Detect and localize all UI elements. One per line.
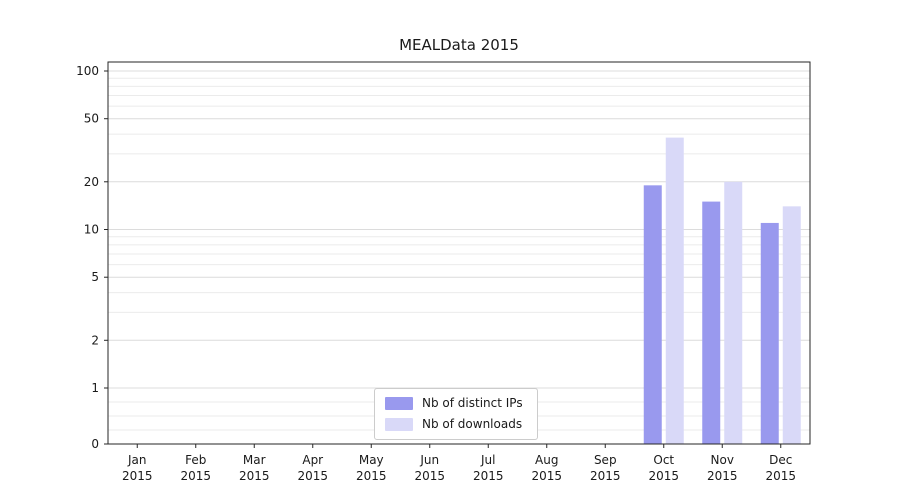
x-tick-month-label: Jan	[127, 453, 147, 467]
plot-border	[107, 61, 811, 445]
bar-distinct-ips-dec	[760, 222, 779, 444]
x-tick-year-label: 2015	[473, 469, 504, 483]
legend-label-distinct-ips: Nb of distinct IPs	[422, 396, 523, 410]
bar-downloads-oct	[665, 137, 684, 444]
y-tick-label: 0	[91, 437, 99, 451]
y-tick-label: 100	[76, 64, 99, 78]
legend-item-downloads: Nb of downloads	[385, 418, 523, 431]
legend-swatch-distinct-ips	[385, 397, 413, 410]
x-tick-year-label: 2015	[531, 469, 562, 483]
x-tick-year-label: 2015	[180, 469, 211, 483]
x-tick-month-label: Nov	[711, 453, 734, 467]
legend: Nb of distinct IPs Nb of downloads	[374, 388, 538, 440]
bar-distinct-ips-nov	[702, 201, 721, 444]
y-tick-label: 50	[84, 112, 99, 126]
legend-label-downloads: Nb of downloads	[422, 417, 523, 431]
bar-distinct-ips-oct	[643, 185, 662, 444]
x-tick-month-label: Aug	[535, 453, 558, 467]
chart-title: MEALData 2015	[399, 36, 519, 54]
x-tick-month-label: Jul	[480, 453, 495, 467]
x-tick-month-label: Dec	[769, 453, 792, 467]
x-tick-month-label: Oct	[653, 453, 674, 467]
x-tick-month-label: Mar	[243, 453, 266, 467]
x-tick-month-label: Sep	[594, 453, 617, 467]
x-tick-month-label: Jun	[419, 453, 439, 467]
y-tick-label: 2	[91, 333, 99, 347]
y-tick-label: 1	[91, 381, 99, 395]
legend-item-distinct-ips: Nb of distinct IPs	[385, 397, 523, 410]
x-tick-month-label: Apr	[302, 453, 323, 467]
x-tick-year-label: 2015	[297, 469, 328, 483]
y-tick-label: 10	[84, 223, 99, 237]
x-tick-year-label: 2015	[239, 469, 270, 483]
x-tick-month-label: Feb	[185, 453, 206, 467]
x-tick-year-label: 2015	[122, 469, 153, 483]
x-tick-year-label: 2015	[414, 469, 445, 483]
x-tick-year-label: 2015	[765, 469, 796, 483]
legend-swatch-downloads	[385, 418, 413, 431]
y-tick-label: 20	[84, 175, 99, 189]
y-tick-label: 5	[91, 270, 99, 284]
x-tick-year-label: 2015	[356, 469, 387, 483]
bar-downloads-nov	[724, 181, 743, 444]
x-tick-year-label: 2015	[707, 469, 738, 483]
x-tick-year-label: 2015	[590, 469, 621, 483]
x-tick-year-label: 2015	[648, 469, 679, 483]
x-tick-month-label: May	[359, 453, 384, 467]
bar-downloads-dec	[782, 206, 801, 444]
